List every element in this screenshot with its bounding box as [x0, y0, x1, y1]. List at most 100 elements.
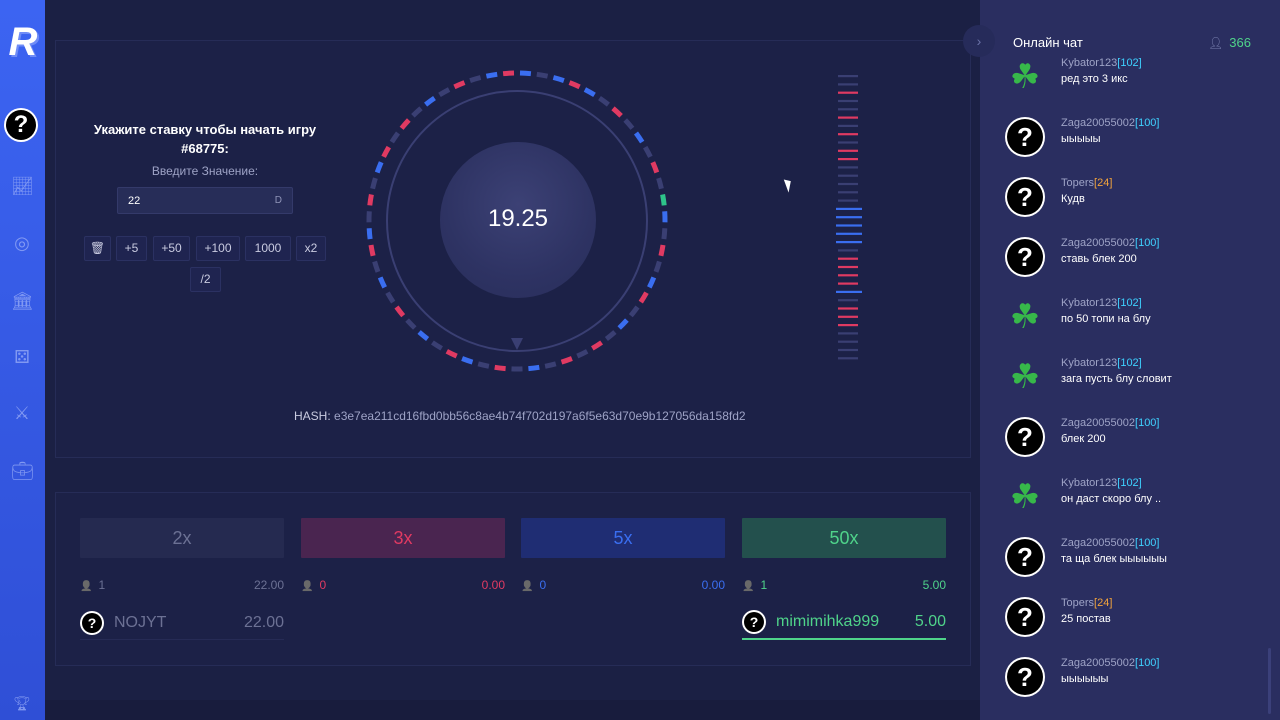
chart-icon[interactable]: 📈︎: [11, 176, 34, 196]
history-mark: [838, 274, 858, 277]
bet-stats-50x: 1 5.00: [742, 578, 946, 592]
multiplier-5x-button[interactable]: 5x: [521, 518, 725, 558]
add-5-button[interactable]: +5: [116, 236, 147, 261]
history-mark: [838, 199, 858, 202]
history-mark: [838, 75, 858, 78]
wheel-segment: [568, 80, 581, 90]
chat-message: ☘︎ Kybator123[102] он даст скоро блу ..: [1005, 477, 1275, 521]
wheel-segment: [656, 177, 664, 190]
dice-icon[interactable]: ⚄: [14, 347, 30, 367]
chat-username[interactable]: Kybator123[102]: [1061, 297, 1142, 309]
user-avatar[interactable]: [1005, 237, 1045, 277]
wheel-segment: [469, 75, 482, 83]
clover-avatar-icon[interactable]: ☘︎: [1009, 58, 1041, 96]
user-level: [100]: [1135, 237, 1160, 249]
swords-icon[interactable]: ⚔︎: [13, 403, 31, 423]
wheel-segment: [502, 70, 515, 77]
history-mark: [838, 282, 858, 285]
chat-username[interactable]: Kybator123[102]: [1061, 477, 1142, 489]
user-level: [102]: [1117, 357, 1142, 369]
chat-username[interactable]: Topers[24]: [1061, 597, 1113, 609]
wheel-segment: [368, 244, 376, 257]
chat-text: Кудв: [1061, 193, 1085, 205]
wheel-segment: [628, 305, 640, 318]
user-avatar[interactable]: [1005, 537, 1045, 577]
chat-username[interactable]: Kybator123[102]: [1061, 357, 1142, 369]
history-mark: [838, 83, 858, 86]
user-avatar[interactable]: [1005, 117, 1045, 157]
history-mark: [838, 249, 858, 252]
clear-bet-button[interactable]: 🗑︎: [84, 236, 111, 261]
chat-message: ☘︎ Kybator123[102] ред это 3 икс: [1005, 57, 1275, 101]
clover-avatar-icon[interactable]: ☘︎: [1009, 478, 1041, 516]
chat-message: ☘︎ Kybator123[102] зага пусть блу словит: [1005, 357, 1275, 401]
trophy-icon[interactable]: 🏆︎: [13, 695, 31, 711]
bet-sum: 5.00: [922, 578, 946, 592]
add-1000-button[interactable]: 1000: [245, 236, 291, 261]
history-mark: [838, 348, 858, 352]
chat-message: Zaga20055002[100] ыыыыыы: [1005, 657, 1275, 701]
chat-text: ставь блек 200: [1061, 253, 1137, 265]
user-avatar[interactable]: [1005, 177, 1045, 217]
wheel-segment: [374, 161, 384, 174]
chat-scrollbar[interactable]: [1268, 648, 1271, 714]
user-level: [24]: [1094, 177, 1113, 189]
chat-username[interactable]: Zaga20055002[100]: [1061, 537, 1160, 549]
bank-icon[interactable]: 🏛︎: [11, 291, 34, 311]
chat-message: Zaga20055002[100] блек 200: [1005, 417, 1275, 461]
chat-collapse-button[interactable]: ›: [963, 25, 995, 57]
chat-username[interactable]: Zaga20055002[100]: [1061, 657, 1160, 669]
logo[interactable]: R: [8, 20, 38, 64]
player-amount: 22.00: [243, 613, 284, 631]
player-amount: 5.00: [914, 613, 946, 630]
half-bet-button[interactable]: /2: [190, 267, 221, 292]
wheel-segment: [647, 276, 657, 289]
clover-avatar-icon[interactable]: ☘︎: [1009, 298, 1041, 336]
online-count: 👤︎ 366: [1208, 35, 1251, 50]
add-50-button[interactable]: +50: [153, 236, 190, 261]
wheel-ring: [366, 70, 668, 372]
chat-title: Онлайн чат: [1013, 35, 1083, 50]
user-avatar[interactable]: [1005, 417, 1045, 457]
multiplier-2x-button[interactable]: 2x: [80, 518, 284, 558]
wheel-segment: [370, 177, 378, 190]
user-avatar[interactable]: [1005, 597, 1045, 637]
bet-input[interactable]: 22 D: [117, 187, 293, 214]
wheel-segment: [405, 318, 417, 330]
wheel-segment: [399, 118, 411, 130]
briefcase-icon[interactable]: 💼︎: [11, 461, 34, 481]
user-level: [100]: [1135, 117, 1160, 129]
wheel-segment: [477, 361, 490, 369]
chat-message: Topers[24] Кудв: [1005, 177, 1275, 221]
player-avatar: [80, 610, 104, 635]
history-mark: [838, 149, 858, 152]
clover-avatar-icon[interactable]: ☘︎: [1009, 358, 1041, 396]
multiplier-50x-button[interactable]: 50x: [742, 518, 946, 558]
user-avatar[interactable]: [4, 108, 38, 142]
hash-row: HASH: e3e7ea211cd16fbd0bb56c8ae4b74f702d…: [294, 409, 746, 423]
history-mark: [838, 257, 858, 260]
wheel-center: [440, 142, 596, 298]
bet-input-value[interactable]: 22: [128, 194, 141, 207]
chat-username[interactable]: Zaga20055002[100]: [1061, 417, 1160, 429]
multiplier-3x-button[interactable]: 3x: [301, 518, 505, 558]
wheel-segment: [661, 228, 668, 240]
history-mark: [838, 299, 858, 302]
user-avatar[interactable]: [1005, 657, 1045, 697]
history-mark: [836, 224, 862, 227]
target-icon[interactable]: ◎: [14, 233, 30, 253]
add-100-button[interactable]: +100: [196, 236, 240, 261]
double-bet-button[interactable]: x2: [296, 236, 326, 261]
chat-username[interactable]: Zaga20055002[100]: [1061, 117, 1160, 129]
bet-sum: 0.00: [481, 578, 505, 592]
chat-text: по 50 топи на блу: [1061, 313, 1151, 325]
chat-username[interactable]: Zaga20055002[100]: [1061, 237, 1160, 249]
chat-text: ред это 3 икс: [1061, 73, 1128, 85]
chat-username[interactable]: Topers[24]: [1061, 177, 1113, 189]
chat-text: ыыыыыы: [1061, 673, 1109, 685]
history-mark: [838, 191, 858, 194]
chat-username[interactable]: Kybator123[102]: [1061, 57, 1142, 69]
wheel-segment: [377, 276, 387, 289]
history-mark: [836, 216, 862, 219]
